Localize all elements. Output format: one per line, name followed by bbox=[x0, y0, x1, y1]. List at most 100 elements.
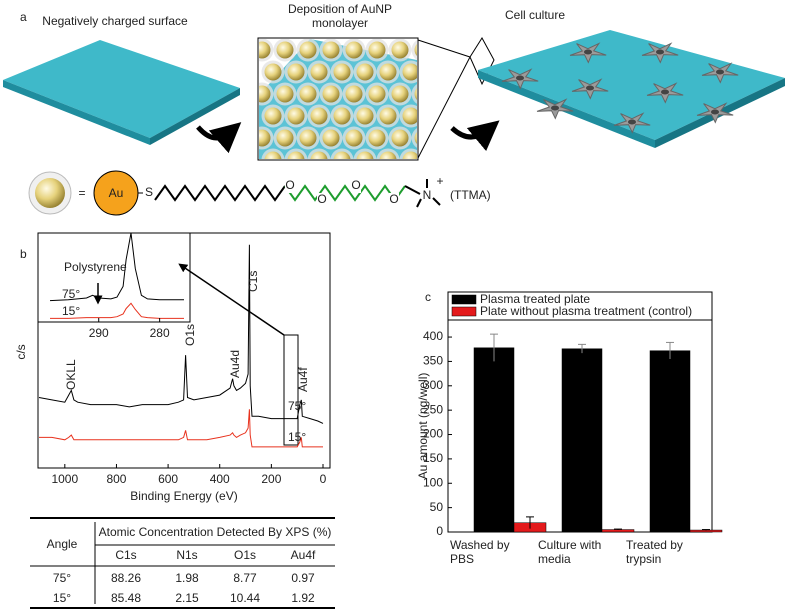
y-tick-label: 350 bbox=[423, 354, 443, 368]
y-axis-label: Au amount (ng/well) bbox=[416, 373, 430, 480]
inset-annotation: Polystyrene bbox=[64, 260, 127, 274]
gold-sphere bbox=[402, 63, 417, 81]
gold-sphere bbox=[322, 129, 340, 147]
spectrum-line bbox=[38, 244, 324, 424]
gold-sphere bbox=[345, 129, 363, 147]
y-tick-label: 400 bbox=[423, 329, 443, 343]
gold-sphere bbox=[356, 151, 374, 159]
gold-sphere bbox=[402, 151, 417, 159]
atom-label: N bbox=[423, 188, 432, 202]
atom-bg bbox=[351, 179, 361, 193]
nucleus bbox=[516, 75, 524, 81]
table-cell: 15° bbox=[53, 591, 71, 605]
inset-frame bbox=[38, 233, 191, 323]
gold-sphere bbox=[299, 85, 317, 103]
y-tick-label: 200 bbox=[423, 427, 443, 441]
gold-sphere bbox=[379, 151, 397, 159]
gold-sphere bbox=[426, 152, 443, 169]
x-tick-label: 1000 bbox=[51, 472, 78, 486]
x-tick-label: Washed by PBS bbox=[450, 538, 510, 566]
gold-sphere bbox=[368, 85, 386, 103]
spectrum-line bbox=[49, 232, 184, 302]
gold-sphere bbox=[310, 151, 328, 159]
process-arrow bbox=[196, 122, 242, 154]
legend-swatch bbox=[451, 294, 477, 305]
process-arrow bbox=[450, 120, 500, 152]
curve-label: 15° bbox=[62, 304, 80, 318]
monolayer bbox=[259, 39, 446, 172]
halo bbox=[423, 149, 446, 172]
equals-sign: = bbox=[78, 186, 85, 200]
gold-sphere bbox=[264, 63, 282, 81]
legend-swatch bbox=[451, 306, 477, 317]
legend-label: Plate without plasma treatment (control) bbox=[480, 304, 692, 318]
gold-sphere bbox=[264, 151, 282, 159]
x-tick-label: Culture with media bbox=[538, 538, 602, 566]
atom-label: O bbox=[389, 192, 398, 206]
y-tick-label: 0 bbox=[436, 524, 443, 538]
column-header: N1s bbox=[176, 548, 197, 562]
x-tick-label: 800 bbox=[106, 472, 126, 486]
atom-label: O bbox=[317, 192, 326, 206]
gold-sphere bbox=[322, 85, 340, 103]
y-tick-label: 300 bbox=[423, 378, 443, 392]
y-tick-label: 100 bbox=[423, 475, 443, 489]
x-axis-label: Binding Energy (eV) bbox=[130, 489, 237, 503]
halo bbox=[411, 40, 417, 60]
peak-label: C1s bbox=[246, 271, 260, 292]
table-cell: 2.15 bbox=[175, 591, 199, 605]
spectrum-line bbox=[39, 409, 323, 448]
gold-sphere bbox=[426, 64, 443, 81]
step-label: Cell culture bbox=[505, 8, 565, 22]
gold-sphere bbox=[322, 41, 340, 59]
methyl bbox=[432, 197, 441, 206]
table-header: Atomic Concentration Detected By XPS (%) bbox=[99, 525, 332, 539]
x-tick-label: Treated by trypsin bbox=[626, 538, 683, 566]
nucleus bbox=[716, 69, 724, 75]
bond bbox=[404, 185, 421, 195]
x-tick-label: 600 bbox=[158, 472, 178, 486]
x-tick-label: 400 bbox=[210, 472, 230, 486]
atom-label: O bbox=[351, 178, 360, 192]
table-cell: 75° bbox=[53, 571, 71, 585]
gold-sphere bbox=[356, 107, 374, 125]
spectrum-line bbox=[50, 302, 184, 319]
gold-sphere bbox=[310, 107, 328, 125]
nucleus bbox=[711, 109, 719, 115]
y-tick-label: 150 bbox=[423, 451, 443, 465]
gold-sphere bbox=[259, 85, 271, 103]
panel-label: c bbox=[425, 290, 431, 304]
gold-sphere bbox=[391, 129, 409, 147]
nucleus bbox=[586, 85, 594, 91]
gold-sphere bbox=[259, 41, 271, 59]
gold-sphere bbox=[379, 63, 397, 81]
zoom-arrow bbox=[178, 263, 285, 336]
x-tick-label: 280 bbox=[150, 326, 170, 340]
bar bbox=[649, 350, 691, 533]
atom-label: Au bbox=[109, 186, 124, 200]
charge: + bbox=[436, 174, 443, 188]
peak-label: Au4d bbox=[228, 350, 242, 378]
column-header: O1s bbox=[234, 548, 256, 562]
peak-label: Au4f bbox=[296, 367, 310, 392]
cells bbox=[501, 42, 739, 134]
table-cell: 8.77 bbox=[233, 571, 257, 585]
gold-sphere bbox=[264, 107, 282, 125]
atom-bg bbox=[317, 193, 327, 207]
gold-sphere bbox=[287, 63, 305, 81]
table-cell: 1.92 bbox=[291, 591, 315, 605]
plate-edge bbox=[150, 88, 240, 145]
gold-sphere bbox=[391, 41, 409, 59]
table-cell: 88.26 bbox=[111, 571, 141, 585]
gold-sphere bbox=[391, 85, 409, 103]
x-tick-label: 290 bbox=[89, 326, 109, 340]
gold-sphere bbox=[368, 41, 386, 59]
column-header: C1s bbox=[115, 548, 136, 562]
gold-sphere bbox=[259, 129, 271, 147]
halo bbox=[423, 105, 446, 128]
nucleus bbox=[584, 49, 592, 55]
atom-label: S bbox=[145, 185, 153, 199]
x-tick-label: 0 bbox=[320, 472, 327, 486]
